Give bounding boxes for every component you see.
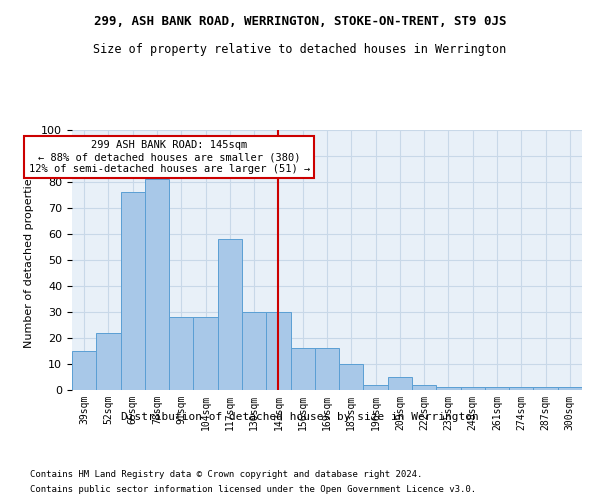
Bar bbox=[461, 388, 485, 390]
Bar bbox=[509, 388, 533, 390]
Bar bbox=[72, 351, 96, 390]
Bar bbox=[242, 312, 266, 390]
Text: Contains HM Land Registry data © Crown copyright and database right 2024.: Contains HM Land Registry data © Crown c… bbox=[30, 470, 422, 479]
Bar bbox=[290, 348, 315, 390]
Bar bbox=[558, 388, 582, 390]
Text: Contains public sector information licensed under the Open Government Licence v3: Contains public sector information licen… bbox=[30, 485, 476, 494]
Bar bbox=[145, 180, 169, 390]
Bar bbox=[388, 377, 412, 390]
Bar bbox=[218, 239, 242, 390]
Bar bbox=[96, 333, 121, 390]
Bar bbox=[121, 192, 145, 390]
Text: 299, ASH BANK ROAD, WERRINGTON, STOKE-ON-TRENT, ST9 0JS: 299, ASH BANK ROAD, WERRINGTON, STOKE-ON… bbox=[94, 15, 506, 28]
Bar bbox=[485, 388, 509, 390]
Text: 299 ASH BANK ROAD: 145sqm
← 88% of detached houses are smaller (380)
12% of semi: 299 ASH BANK ROAD: 145sqm ← 88% of detac… bbox=[29, 140, 310, 173]
Bar bbox=[533, 388, 558, 390]
Bar bbox=[339, 364, 364, 390]
Bar bbox=[412, 385, 436, 390]
Bar bbox=[436, 388, 461, 390]
Bar bbox=[315, 348, 339, 390]
Y-axis label: Number of detached properties: Number of detached properties bbox=[25, 172, 34, 348]
Text: Size of property relative to detached houses in Werrington: Size of property relative to detached ho… bbox=[94, 42, 506, 56]
Bar bbox=[266, 312, 290, 390]
Bar bbox=[364, 385, 388, 390]
Text: Distribution of detached houses by size in Werrington: Distribution of detached houses by size … bbox=[121, 412, 479, 422]
Bar bbox=[169, 317, 193, 390]
Bar bbox=[193, 317, 218, 390]
